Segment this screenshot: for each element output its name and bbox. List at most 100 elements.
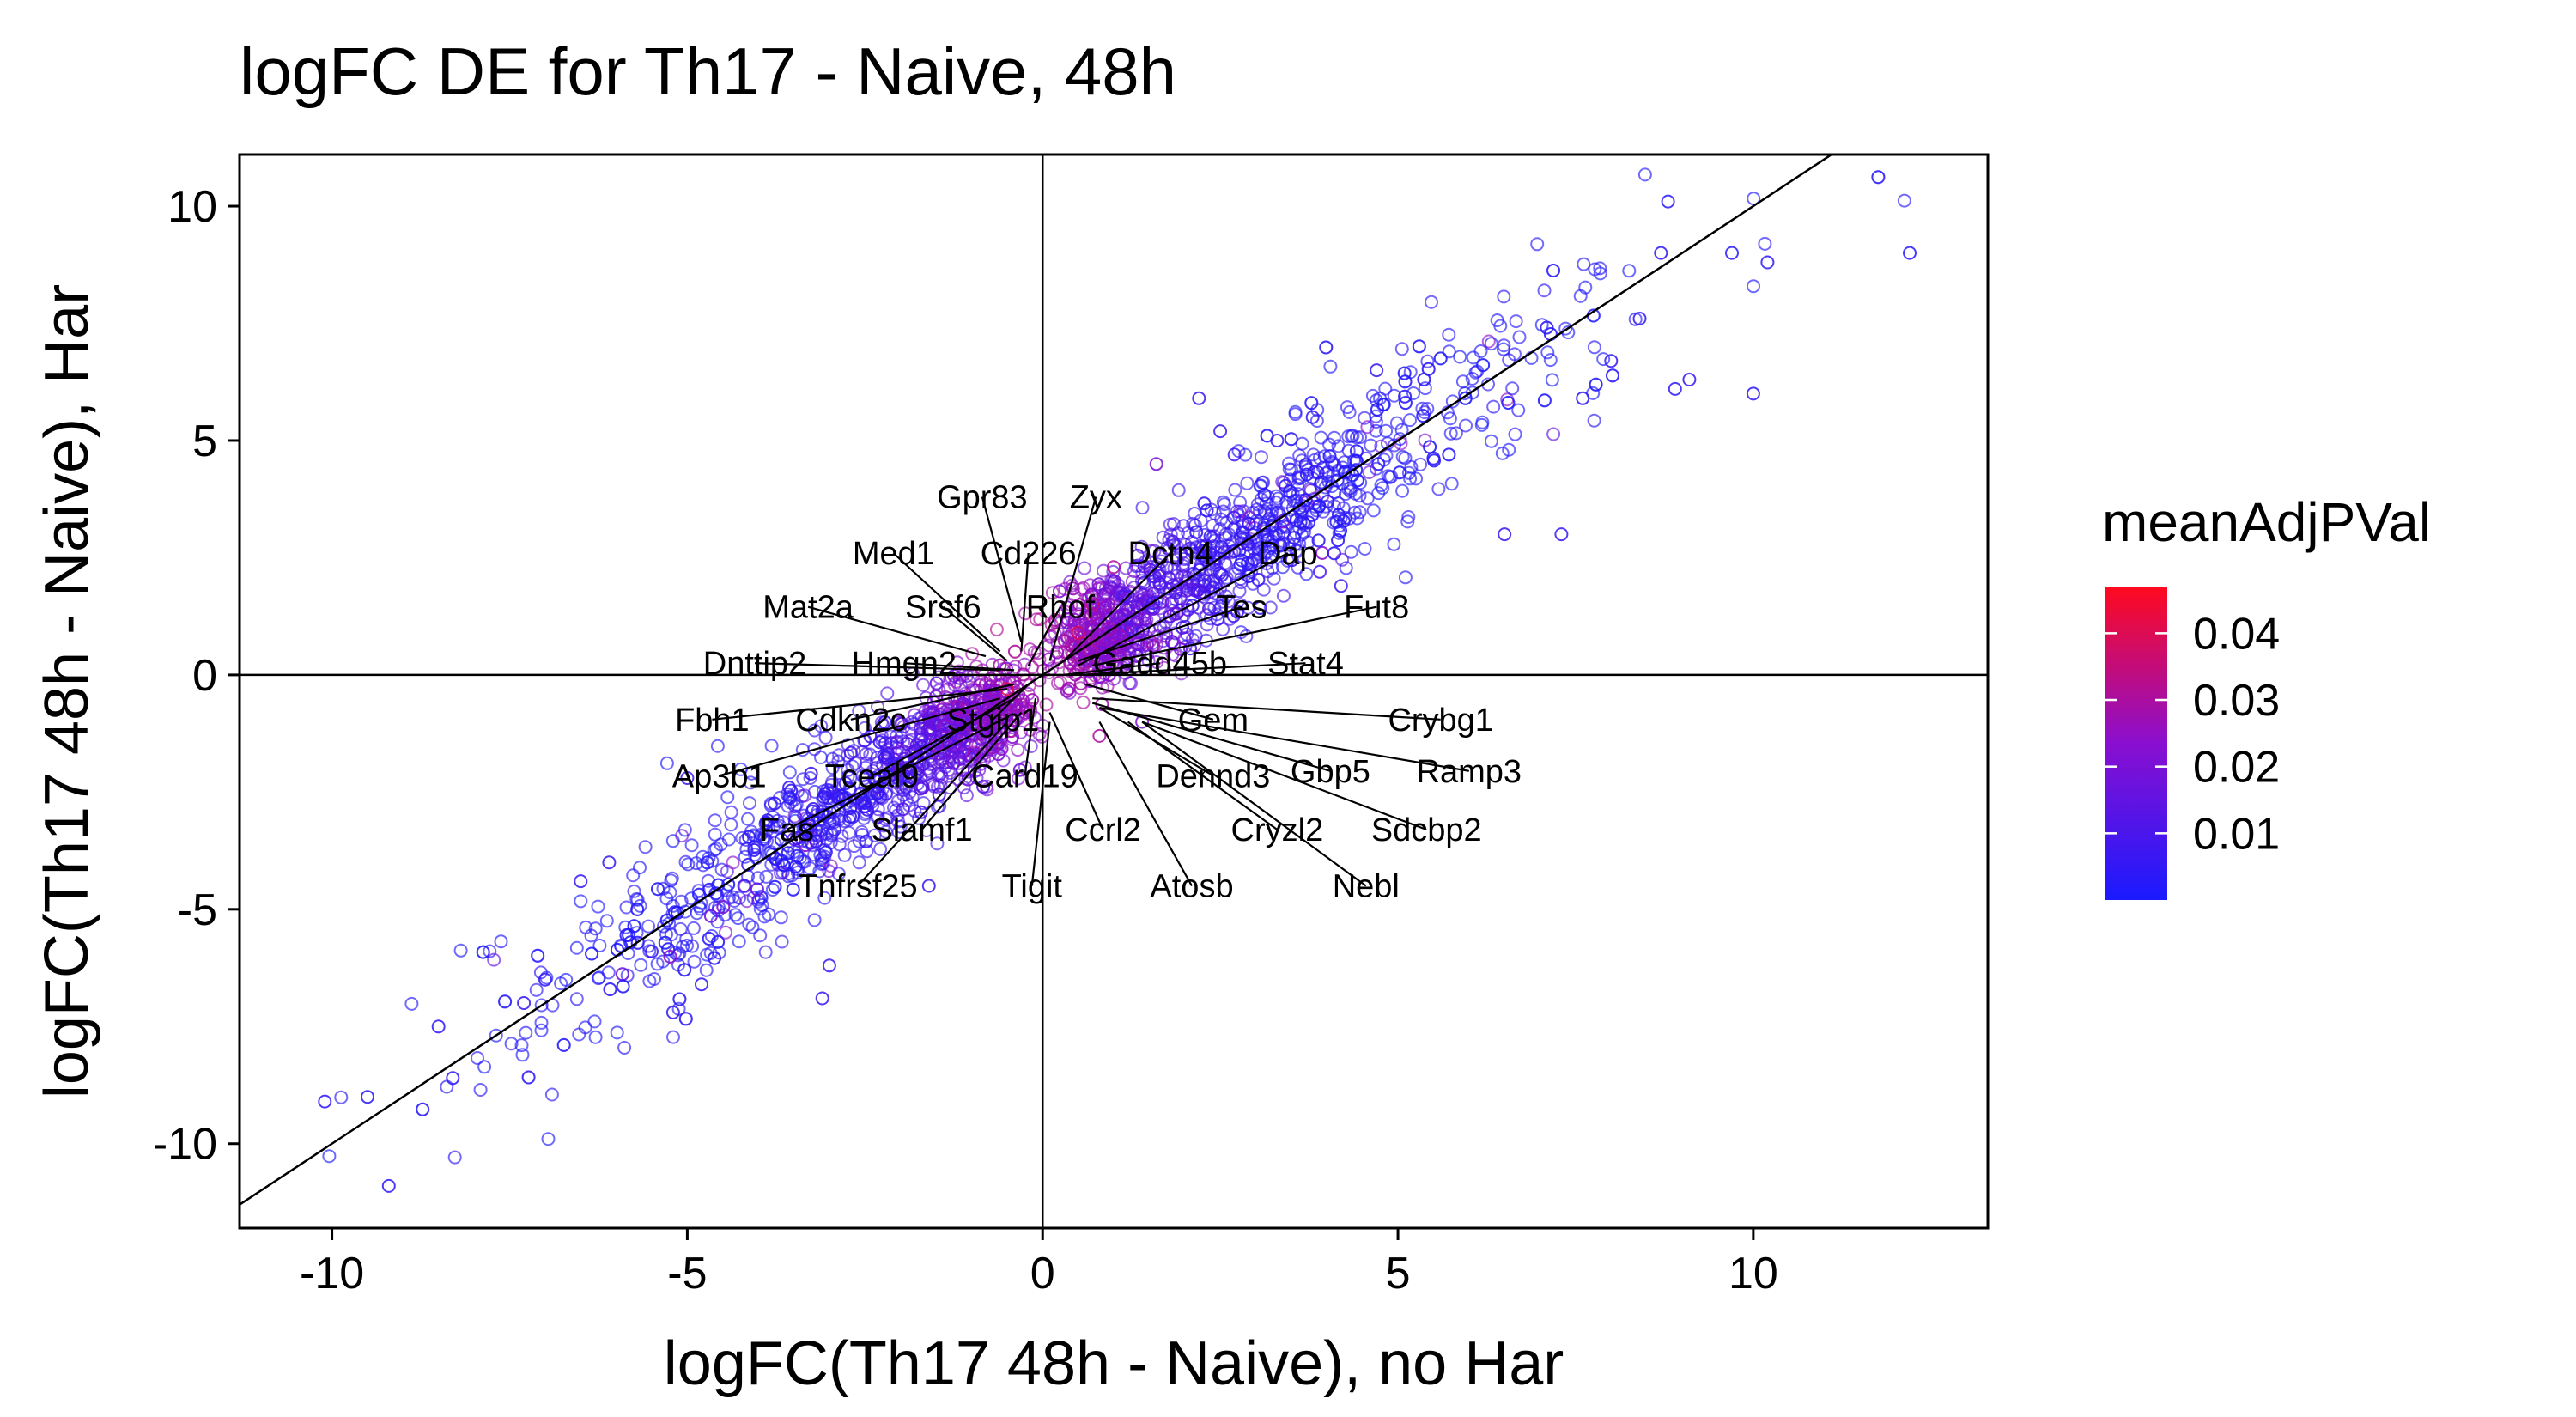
cloud-point bbox=[1327, 546, 1341, 561]
cloud-point bbox=[1276, 526, 1291, 540]
cloud-point bbox=[1476, 358, 1491, 373]
cloud-point bbox=[837, 848, 852, 862]
cloud-point bbox=[619, 928, 634, 942]
cloud-point bbox=[1282, 538, 1297, 552]
cloud-point bbox=[709, 842, 723, 856]
scatter-point bbox=[1661, 194, 1675, 209]
cloud-point bbox=[1236, 525, 1250, 539]
cloud-point bbox=[1190, 583, 1205, 598]
gene-label-card19: Card19 bbox=[971, 758, 1078, 794]
y-axis-title: logFC(Th17 48h - Naive), Har bbox=[33, 284, 101, 1098]
scatter-point bbox=[1085, 598, 1100, 611]
cloud-point bbox=[1453, 350, 1467, 364]
cloud-point bbox=[1018, 657, 1032, 672]
cloud-point bbox=[1420, 354, 1435, 368]
cloud-point bbox=[724, 818, 738, 832]
cloud-point bbox=[1285, 486, 1300, 501]
cloud-point bbox=[1459, 418, 1473, 433]
gene-leader-fbh1 bbox=[712, 688, 1008, 721]
cloud-point bbox=[929, 676, 944, 690]
cloud-point bbox=[1420, 402, 1435, 416]
gene-label-mat2a: Mat2a bbox=[762, 590, 854, 626]
cloud-point bbox=[591, 971, 605, 986]
cloud-point bbox=[1577, 257, 1591, 271]
cloud-point bbox=[1211, 612, 1225, 626]
gene-label-crybg1: Crybg1 bbox=[1388, 702, 1493, 739]
cloud-point bbox=[633, 861, 647, 875]
gene-label-dctn4: Dctn4 bbox=[1128, 536, 1213, 572]
gene-label-gbp5: Gbp5 bbox=[1291, 754, 1370, 790]
gene-leader-dap bbox=[1078, 552, 1289, 666]
gene-leader-cdkn2c bbox=[850, 683, 1015, 721]
x-tick-label: 5 bbox=[1386, 1249, 1411, 1298]
cloud-point bbox=[1406, 386, 1420, 400]
gene-leader-fas bbox=[786, 716, 1008, 830]
cloud-point bbox=[1033, 612, 1048, 627]
cloud-point bbox=[1306, 447, 1321, 462]
cloud-point bbox=[1442, 344, 1456, 359]
cloud-point bbox=[686, 921, 701, 935]
cloud-point bbox=[838, 776, 853, 790]
cloud-point bbox=[1107, 574, 1121, 588]
cloud-point bbox=[1102, 597, 1115, 611]
cloud-point bbox=[1091, 611, 1105, 625]
cloud-point bbox=[1387, 537, 1401, 551]
cloud-point bbox=[916, 678, 931, 692]
cloud-point bbox=[519, 1025, 533, 1040]
gene-leader-fut8 bbox=[1091, 605, 1377, 667]
cloud-point bbox=[680, 939, 694, 952]
gene-leader-srsf6 bbox=[942, 605, 1008, 662]
cloud-point bbox=[1546, 264, 1560, 277]
cloud-point bbox=[1150, 655, 1163, 669]
scatter-point bbox=[1668, 381, 1682, 396]
cloud-point bbox=[651, 882, 665, 897]
cloud-point bbox=[1348, 486, 1363, 501]
cloud-point bbox=[991, 747, 1005, 762]
cloud-point bbox=[1346, 429, 1360, 443]
scatter-point bbox=[361, 1090, 374, 1104]
cloud-point bbox=[1304, 396, 1319, 411]
cloud-point bbox=[1537, 283, 1552, 298]
cloud-point bbox=[1241, 569, 1255, 583]
chart-title: logFC DE for Th17 - Naive, 48h bbox=[240, 33, 1176, 109]
cloud-point bbox=[1309, 414, 1324, 428]
cloud-point bbox=[1398, 389, 1413, 404]
cloud-point bbox=[884, 768, 898, 782]
cloud-point bbox=[1403, 471, 1418, 486]
gene-label-hmgn2: Hmgn2 bbox=[852, 646, 957, 682]
cloud-point bbox=[1261, 490, 1275, 504]
gene-label-stat4: Stat4 bbox=[1267, 646, 1344, 682]
cloud-point bbox=[896, 783, 911, 797]
cloud-point bbox=[1077, 561, 1091, 575]
gene-leader-crybg1 bbox=[1092, 697, 1441, 721]
cloud-point bbox=[1509, 314, 1523, 329]
cloud-point bbox=[687, 954, 702, 969]
cloud-point bbox=[750, 882, 764, 897]
x-axis-title: logFC(Th17 48h - Naive), no Har bbox=[664, 1329, 1564, 1398]
y-tick-label: 5 bbox=[192, 417, 217, 466]
gene-leader-ramp3 bbox=[1099, 707, 1469, 772]
cloud-point bbox=[720, 790, 735, 805]
scatter-point bbox=[574, 874, 588, 889]
cloud-point bbox=[626, 868, 641, 883]
gene-label-stgip1: Stgip1 bbox=[946, 702, 1039, 739]
cloud-point bbox=[1276, 588, 1291, 603]
cloud-point bbox=[914, 781, 928, 796]
cloud-point bbox=[845, 759, 860, 774]
cloud-point bbox=[1475, 415, 1490, 429]
x-tick-label: 10 bbox=[1728, 1249, 1778, 1298]
cloud-point bbox=[1171, 526, 1185, 540]
cloud-point bbox=[714, 837, 728, 852]
cloud-point bbox=[728, 908, 743, 922]
cloud-point bbox=[847, 744, 861, 758]
cloud-point bbox=[1323, 359, 1338, 374]
cloud-point bbox=[1275, 475, 1290, 490]
cloud-point bbox=[1234, 625, 1249, 640]
scatter-point bbox=[1227, 447, 1242, 462]
cloud-point bbox=[684, 838, 699, 853]
cloud-point bbox=[1362, 465, 1376, 479]
cloud-point bbox=[627, 884, 641, 898]
cloud-point bbox=[1394, 423, 1409, 437]
cloud-point bbox=[721, 877, 736, 891]
